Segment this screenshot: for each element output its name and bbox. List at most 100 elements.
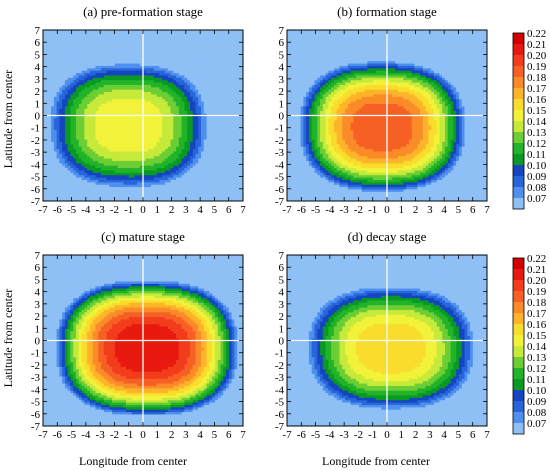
colorbar-label: 0.17: [527, 308, 547, 320]
y-tick-label: -2: [31, 135, 40, 147]
x-tick-label: 6: [226, 204, 232, 216]
colorbar-label: 0.21: [527, 264, 546, 276]
colorbar-label: 0.18: [527, 297, 547, 309]
x-tick-label: -5: [311, 429, 321, 441]
x-tick-label: 2: [413, 429, 419, 441]
y-tick-label: 5: [35, 274, 41, 286]
heatmap-field: [287, 30, 487, 201]
panel-2: -7 -6 -5 -4 -3 -2 -1 0 1 2 3 4 5 6 7-7-6-5-4-3-2-10123…: [275, 4, 490, 216]
x-tick-label: 4: [441, 429, 447, 441]
colorbar-bottom: 0.220.210.200.190.180.170.160.150.140.13…: [512, 253, 547, 435]
x-tick-label: -7: [38, 429, 48, 441]
y-tick-label: 6: [279, 262, 285, 274]
panel-title: (a) pre-formation stage: [83, 4, 203, 19]
x-tick-label: 4: [197, 204, 203, 216]
y-tick-label: 4: [35, 62, 41, 74]
y-tick-label: 3: [35, 74, 41, 86]
colorbar-label: 0.10: [527, 160, 547, 172]
y-tick-label: -7: [31, 421, 41, 433]
panel-title: (b) formation stage: [337, 4, 437, 19]
y-tick-label: 0: [279, 336, 285, 348]
y-tick-label: 1: [279, 323, 285, 335]
x-tick-label: -2: [354, 429, 363, 441]
x-tick-label: 6: [226, 429, 232, 441]
x-tick-label: 5: [456, 204, 462, 216]
colorbar-swatch: [513, 423, 524, 434]
colorbar-swatch: [513, 143, 524, 154]
colorbar-label: 0.07: [527, 418, 547, 430]
x-tick-label: 1: [155, 429, 161, 441]
colorbar-swatch: [513, 187, 524, 198]
panel-title: (d) decay stage: [348, 229, 427, 244]
colorbar-swatch: [513, 77, 524, 88]
y-tick-label: 3: [35, 299, 41, 311]
x-tick-label: -4: [81, 204, 91, 216]
x-tick-label: 1: [155, 204, 161, 216]
x-tick-label: 7: [240, 429, 246, 441]
x-tick-label: 1: [399, 429, 405, 441]
x-tick-label: 7: [484, 204, 490, 216]
x-tick-label: -7: [282, 204, 292, 216]
x-tick-label: 6: [470, 429, 476, 441]
panel-1: -7 -6 -5 -4 -3 -2 -1 0 1 2 3 4 5 6 7-7-6-5-4-3-2-10123…: [31, 4, 246, 216]
x-tick-label: -4: [81, 429, 91, 441]
y-tick-label: 1: [35, 98, 41, 110]
colorbar-label: 0.21: [527, 39, 546, 51]
colorbar-label: 0.15: [527, 330, 547, 342]
colorbar-swatch: [513, 313, 524, 324]
x-tick-label: -2: [110, 429, 119, 441]
y-tick-label: -6: [275, 409, 285, 421]
colorbar-swatch: [513, 412, 524, 423]
colorbar-label: 0.16: [527, 319, 547, 331]
colorbar-label: 0.14: [527, 116, 547, 128]
colorbar-swatch: [513, 280, 524, 291]
x-tick-label: -3: [96, 429, 106, 441]
y-tick-label: -1: [275, 123, 284, 135]
colorbar-swatch: [513, 176, 524, 187]
y-tick-label: -4: [31, 159, 41, 171]
y-tick-label: 6: [35, 262, 41, 274]
colorbar-swatch: [513, 165, 524, 176]
x-tick-label: 2: [169, 429, 175, 441]
y-axis-label-bottom: Latitude from center: [1, 289, 15, 388]
y-tick-label: 1: [279, 98, 285, 110]
colorbar-swatch: [513, 401, 524, 412]
colorbar-top: 0.220.210.200.190.180.170.160.150.140.13…: [512, 28, 547, 210]
colorbar-label: 0.12: [527, 363, 546, 375]
colorbar-swatch: [513, 258, 524, 269]
colorbar-label: 0.19: [527, 286, 547, 298]
colorbar-label: 0.08: [527, 182, 547, 194]
y-tick-label: 0: [35, 336, 41, 348]
x-tick-label: -7: [38, 204, 48, 216]
colorbar-label: 0.13: [527, 127, 547, 139]
colorbar-label: 0.20: [527, 275, 547, 287]
colorbar-label: 0.15: [527, 105, 547, 117]
y-tick-label: -7: [275, 196, 285, 208]
colorbar-swatch: [513, 198, 524, 209]
colorbar-label: 0.20: [527, 50, 547, 62]
colorbar-label: 0.12: [527, 138, 546, 150]
x-tick-label: 5: [212, 204, 218, 216]
y-tick-label: 2: [35, 311, 41, 323]
x-tick-label: -3: [340, 204, 350, 216]
colorbar-swatch: [513, 346, 524, 357]
x-tick-label: -7: [282, 429, 292, 441]
y-tick-label: 0: [35, 111, 41, 123]
x-tick-label: -3: [340, 429, 350, 441]
y-tick-label: 3: [279, 299, 285, 311]
y-tick-label: -1: [275, 348, 284, 360]
colorbar-swatch: [513, 357, 524, 368]
colorbar-swatch: [513, 368, 524, 379]
colorbar-label: 0.16: [527, 94, 547, 106]
y-tick-label: -5: [31, 397, 41, 409]
x-tick-label: 7: [240, 204, 246, 216]
x-tick-label: -1: [124, 204, 133, 216]
colorbar-label: 0.13: [527, 352, 547, 364]
x-tick-label: 0: [384, 204, 390, 216]
panel-title: (c) mature stage: [101, 229, 185, 244]
x-tick-label: -2: [110, 204, 119, 216]
y-tick-label: 6: [35, 37, 41, 49]
y-tick-label: -1: [31, 348, 40, 360]
colorbar-swatch: [513, 302, 524, 313]
y-tick-label: -6: [275, 184, 285, 196]
